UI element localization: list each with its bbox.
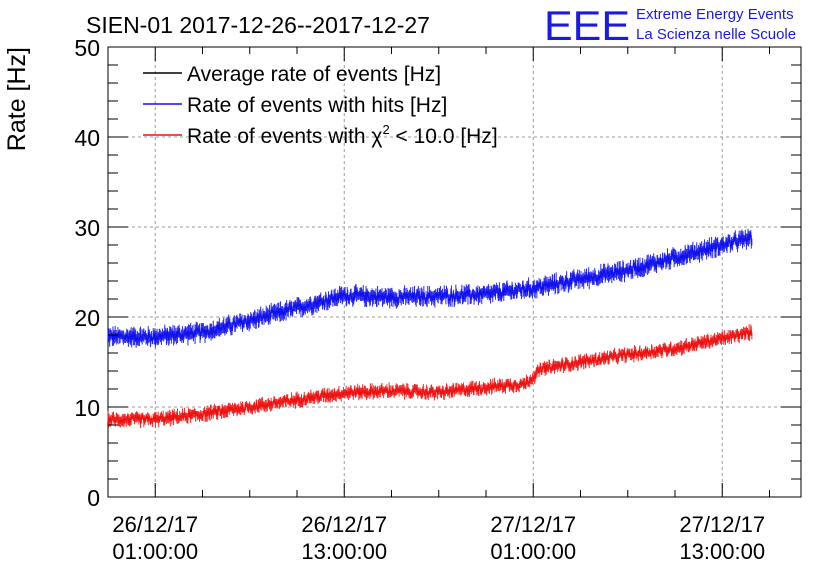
eee-logo: EEE Extreme Energy Events La Scienza nel… bbox=[544, 2, 796, 49]
grid-lines bbox=[108, 47, 801, 497]
eee-logo-line1: Extreme Energy Events bbox=[636, 6, 794, 23]
x-tick-label-date: 27/12/17 bbox=[490, 512, 576, 537]
chart-title: SIEN-01 2017-12-26--2017-12-27 bbox=[86, 12, 430, 38]
series-hits-line bbox=[107, 231, 753, 342]
y-tick-label: 0 bbox=[87, 485, 100, 511]
legend: Average rate of events [Hz] Rate of even… bbox=[143, 63, 498, 148]
eee-logo-line2: La Scienza nelle Scuole bbox=[636, 26, 796, 43]
y-tick-label: 20 bbox=[74, 305, 100, 331]
series-hits bbox=[107, 228, 753, 348]
eee-logo-mark: EEE bbox=[544, 2, 630, 49]
legend-label-average: Average rate of events [Hz] bbox=[187, 63, 441, 86]
legend-label-chi2-tail: < 10.0 [Hz] bbox=[390, 125, 498, 148]
y-axis-label: Rate [Hz] bbox=[3, 47, 31, 151]
plot-frame bbox=[107, 46, 802, 498]
x-tick-label-time: 13:00:00 bbox=[301, 539, 387, 564]
series-chi2-line bbox=[107, 328, 753, 425]
x-tick-label-date: 26/12/17 bbox=[301, 512, 387, 537]
y-tick-label: 30 bbox=[74, 215, 100, 241]
legend-label-chi2-head: Rate of events with χ bbox=[187, 125, 382, 148]
x-tick-label-time: 13:00:00 bbox=[679, 539, 765, 564]
y-tick-label: 40 bbox=[74, 125, 100, 151]
series-chi2 bbox=[107, 324, 753, 429]
y-tick-label: 10 bbox=[74, 395, 100, 421]
x-tick-label-date: 26/12/17 bbox=[112, 512, 198, 537]
data-series bbox=[107, 228, 753, 429]
x-tick-label-date: 27/12/17 bbox=[679, 512, 765, 537]
legend-label-chi2: Rate of events with χ2 < 10.0 [Hz] bbox=[187, 122, 498, 148]
x-tick-label-time: 01:00:00 bbox=[490, 539, 576, 564]
legend-label-chi2-sup: 2 bbox=[382, 122, 389, 137]
x-tick-label-time: 01:00:00 bbox=[112, 539, 198, 564]
legend-label-hits: Rate of events with hits [Hz] bbox=[187, 94, 447, 117]
y-tick-label: 50 bbox=[74, 35, 100, 61]
axis-ticks: 0102030405026/12/1701:00:0026/12/1713:00… bbox=[74, 35, 801, 564]
